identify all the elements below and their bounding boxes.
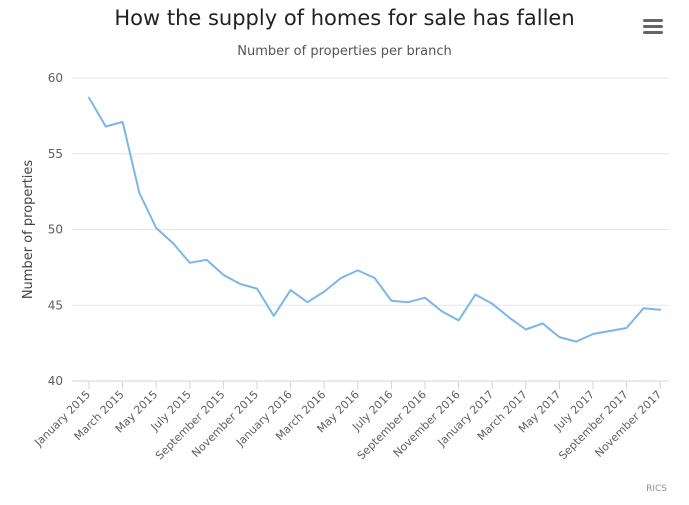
- data-point: [608, 329, 612, 333]
- data-point: [574, 340, 578, 344]
- data-point: [373, 276, 377, 280]
- chart-subtitle: Number of properties per branch: [237, 44, 452, 59]
- x-tick-label: January 2015: [31, 388, 93, 450]
- y-tick-label: 55: [48, 147, 63, 161]
- data-point: [104, 124, 108, 128]
- data-point: [154, 226, 158, 230]
- data-point: [121, 120, 125, 124]
- y-axis-title: Number of properties: [21, 160, 36, 300]
- data-point: [356, 268, 360, 272]
- data-point: [188, 261, 192, 265]
- data-point: [238, 282, 242, 286]
- data-point: [305, 300, 309, 304]
- data-point: [557, 335, 561, 339]
- hamburger-menu-icon: [643, 31, 663, 34]
- y-tick-label: 40: [48, 374, 63, 388]
- data-point: [205, 258, 209, 262]
- y-tick-label: 50: [48, 223, 63, 237]
- data-point: [255, 287, 259, 291]
- data-point: [457, 318, 461, 322]
- hamburger-menu-icon: [643, 25, 663, 28]
- data-point: [490, 302, 494, 306]
- data-point: [272, 314, 276, 318]
- data-point: [541, 321, 545, 325]
- data-point: [507, 315, 511, 319]
- series-line: [88, 96, 662, 343]
- data-point: [591, 332, 595, 336]
- data-point: [87, 96, 91, 100]
- hamburger-menu-icon: [643, 19, 663, 22]
- data-point: [289, 288, 293, 292]
- data-point: [440, 309, 444, 313]
- data-point: [658, 308, 662, 312]
- y-tick-label: 45: [48, 298, 63, 312]
- data-point: [171, 241, 175, 245]
- y-tick-label: 60: [48, 71, 63, 85]
- data-point: [221, 273, 225, 277]
- data-point: [625, 326, 629, 330]
- chart-menu-button[interactable]: [639, 14, 667, 38]
- data-point: [473, 293, 477, 297]
- data-point: [524, 327, 528, 331]
- source-credit[interactable]: RICS: [646, 484, 667, 494]
- data-point: [389, 299, 393, 303]
- data-point: [322, 290, 326, 294]
- chart-title: How the supply of homes for sale has fal…: [114, 6, 575, 30]
- data-point: [137, 191, 141, 195]
- data-point: [423, 296, 427, 300]
- data-point: [641, 306, 645, 310]
- data-point: [406, 300, 410, 304]
- data-point: [339, 276, 343, 280]
